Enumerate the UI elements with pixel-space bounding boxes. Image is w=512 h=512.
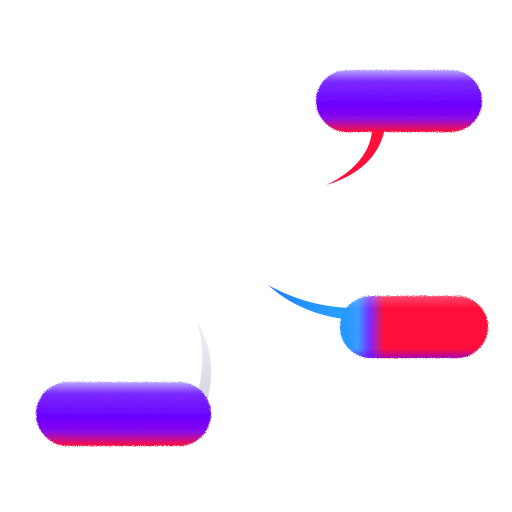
speech-bubble-bottom-left	[36, 320, 212, 446]
speech-bubble-top-right	[316, 70, 482, 185]
speech-tail-pale	[196, 320, 212, 398]
speech-tail-blue	[268, 285, 355, 320]
speech-bubble-body	[316, 70, 482, 132]
speech-bubble-middle-right	[268, 285, 488, 358]
speech-tail-red	[326, 128, 385, 185]
speech-bubble-shade	[340, 296, 488, 358]
speech-bubble-body	[36, 382, 211, 446]
